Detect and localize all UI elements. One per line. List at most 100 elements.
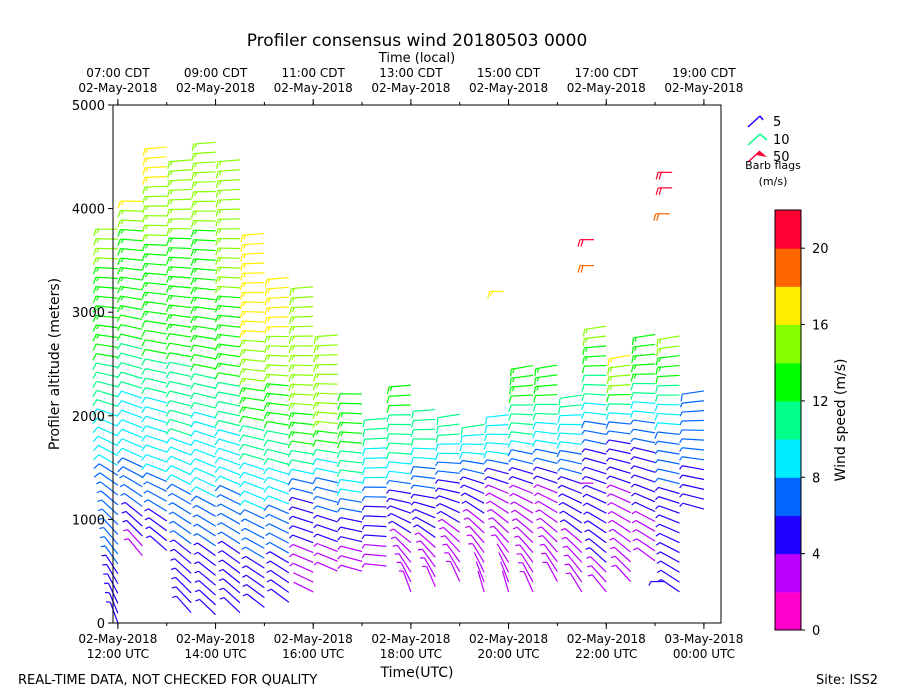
wind-barb bbox=[581, 448, 607, 455]
wind-barb bbox=[581, 402, 607, 410]
wind-barb bbox=[655, 505, 680, 514]
wind-barb bbox=[239, 509, 265, 520]
wind-barb bbox=[122, 519, 143, 537]
wind-barb bbox=[117, 228, 143, 237]
wind-barb bbox=[165, 465, 192, 476]
wind-barb bbox=[313, 354, 338, 363]
wind-barb bbox=[92, 408, 119, 417]
wind-barb bbox=[104, 591, 119, 614]
wind-barb bbox=[654, 422, 680, 430]
wind-barb bbox=[489, 525, 510, 544]
wind-barb bbox=[413, 524, 436, 539]
wind-barb bbox=[143, 490, 168, 502]
wind-barb bbox=[97, 508, 119, 526]
wind-barb bbox=[336, 440, 363, 449]
wind-barb bbox=[168, 492, 192, 505]
wind-barb bbox=[435, 443, 460, 452]
wind-barb bbox=[190, 258, 216, 266]
wind-barb bbox=[171, 576, 192, 594]
wind-barb bbox=[117, 266, 143, 275]
x-tick-date: 02-May-2018 bbox=[371, 632, 450, 646]
wind-barb bbox=[656, 569, 680, 583]
wind-barb bbox=[288, 354, 314, 363]
wind-barb bbox=[508, 466, 534, 475]
wind-barb bbox=[519, 570, 534, 593]
wind-barb bbox=[166, 237, 192, 246]
wind-barb bbox=[532, 466, 558, 474]
wind-barb bbox=[214, 391, 241, 399]
colorbar-label: Wind speed (m/s) bbox=[833, 359, 849, 482]
wind-barb bbox=[336, 497, 363, 506]
wind-barb bbox=[288, 364, 314, 373]
wind-barb bbox=[214, 353, 241, 361]
wind-barb bbox=[116, 333, 143, 341]
wind-barb bbox=[539, 543, 558, 563]
x-tick-time: 18:00 UTC bbox=[380, 647, 442, 661]
wind-barb bbox=[190, 210, 216, 219]
wind-barb bbox=[190, 315, 216, 324]
wind-barb bbox=[289, 296, 314, 306]
wind-barb bbox=[145, 535, 168, 551]
wind-barb bbox=[288, 393, 314, 401]
wind-barb bbox=[190, 220, 216, 228]
wind-barb bbox=[581, 364, 607, 374]
x-tick-time: 16:00 UTC bbox=[282, 647, 344, 661]
wind-barb bbox=[191, 161, 216, 171]
wind-barb bbox=[190, 267, 216, 276]
wind-barb bbox=[312, 383, 338, 391]
wind-barb bbox=[141, 406, 167, 414]
wind-barb bbox=[508, 394, 534, 404]
colorbar-segment bbox=[775, 553, 801, 593]
wind-barb bbox=[190, 458, 216, 468]
x-axis-label: Time(UTC) bbox=[380, 665, 454, 681]
wind-barb bbox=[337, 545, 363, 553]
wind-barb bbox=[265, 551, 290, 564]
wind-barb bbox=[386, 384, 411, 395]
wind-barb bbox=[142, 185, 167, 195]
wind-barb bbox=[165, 333, 192, 341]
wind-barb bbox=[239, 490, 265, 500]
x-tick-date: 02-May-2018 bbox=[274, 632, 353, 646]
wind-barb bbox=[240, 518, 265, 530]
wind-barb bbox=[165, 390, 192, 398]
wind-barb bbox=[434, 487, 460, 494]
wind-barb bbox=[312, 486, 338, 494]
wind-barb bbox=[534, 364, 558, 377]
wind-barb bbox=[537, 526, 558, 543]
wind-barb bbox=[581, 466, 607, 475]
wind-barb bbox=[437, 518, 461, 533]
wind-barb bbox=[386, 505, 412, 514]
wind-barb bbox=[560, 527, 583, 544]
wind-barb bbox=[142, 166, 167, 176]
wind-barb bbox=[655, 542, 680, 554]
wind-barb bbox=[191, 181, 216, 190]
wind-barb bbox=[630, 382, 656, 391]
wind-barb bbox=[117, 247, 143, 256]
wind-barb bbox=[263, 354, 289, 363]
x-tick-date: 02-May-2018 bbox=[78, 632, 157, 646]
wind-barb bbox=[361, 563, 387, 568]
x-tick-date: 02-May-2018 bbox=[567, 632, 646, 646]
wind-barb bbox=[190, 420, 216, 429]
wind-barb bbox=[239, 291, 265, 300]
wind-barb bbox=[337, 412, 363, 420]
wind-barb bbox=[563, 554, 583, 573]
wind-barb bbox=[648, 580, 665, 586]
wind-barb bbox=[92, 266, 118, 275]
wind-barb bbox=[507, 449, 534, 457]
wind-barb bbox=[166, 218, 192, 227]
wind-barb bbox=[460, 484, 485, 495]
wind-barb bbox=[172, 595, 192, 614]
wind-barb bbox=[214, 372, 241, 380]
wind-barb bbox=[655, 364, 680, 375]
wind-barb bbox=[263, 485, 290, 495]
wind-barb bbox=[102, 564, 119, 584]
wind-barb bbox=[214, 456, 241, 466]
wind-barb bbox=[238, 462, 265, 471]
wind-barb bbox=[293, 572, 314, 583]
wind-barb bbox=[190, 373, 216, 381]
wind-barb bbox=[293, 581, 314, 593]
wind-barb bbox=[239, 406, 265, 414]
wind-barb bbox=[190, 448, 216, 458]
wind-barb bbox=[218, 578, 241, 594]
